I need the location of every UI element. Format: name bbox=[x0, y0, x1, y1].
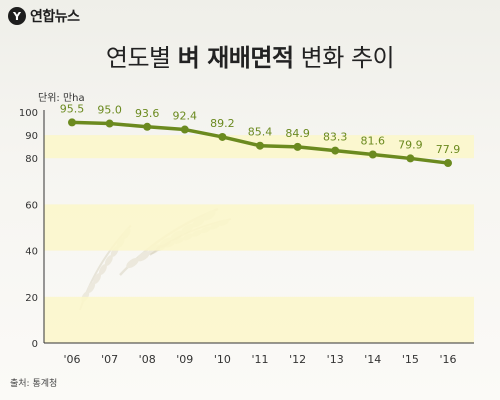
y-tick-label: 20 bbox=[25, 293, 38, 304]
x-tick-label: '16 bbox=[439, 353, 456, 366]
data-label: 81.6 bbox=[361, 135, 386, 148]
x-tick-label: '10 bbox=[214, 353, 231, 366]
unit-value: 만ha bbox=[62, 93, 85, 104]
data-points bbox=[68, 118, 452, 168]
source-note: 출처: 통계청 bbox=[10, 379, 58, 389]
tick-labels: 0 20 40 60 80 90 100 '06 '07 '08 '09 '10 '11 '12 '13 '1… bbox=[19, 108, 457, 366]
data-label: 89.2 bbox=[210, 117, 235, 130]
data-point bbox=[218, 132, 227, 141]
grain bbox=[87, 282, 96, 293]
data-label: 95.0 bbox=[97, 104, 122, 117]
data-label: 77.9 bbox=[436, 143, 461, 156]
data-point bbox=[143, 122, 152, 131]
data-label: 93.6 bbox=[135, 107, 160, 120]
grain bbox=[126, 257, 139, 269]
data-label: 83.3 bbox=[323, 131, 348, 144]
logo: Y 연합뉴스 bbox=[8, 6, 80, 26]
grain bbox=[137, 251, 150, 262]
title-post: 변화 추이 bbox=[293, 44, 395, 72]
grid-bands bbox=[44, 135, 474, 343]
data-point bbox=[256, 141, 264, 150]
axes bbox=[43, 110, 474, 344]
grid-band bbox=[44, 296, 474, 343]
grain bbox=[104, 255, 113, 266]
data-point bbox=[444, 159, 452, 168]
x-tick-label: '11 bbox=[251, 353, 268, 366]
y-tick-label: 100 bbox=[19, 108, 38, 119]
y-tick-label: 60 bbox=[25, 200, 38, 211]
grain bbox=[93, 273, 102, 284]
data-labels: 95.5 95.0 93.6 92.4 89.2 85.4 84.9 83.3 81.6 79.9… bbox=[60, 102, 461, 156]
data-label: 79.9 bbox=[398, 138, 423, 151]
x-tick-label: '09 bbox=[176, 353, 193, 366]
unit-prefix: 단위: bbox=[38, 93, 63, 104]
x-tick-label: '14 bbox=[364, 353, 381, 366]
x-tick-label: '07 bbox=[101, 353, 118, 366]
data-label: 92.4 bbox=[173, 110, 198, 123]
grid-band bbox=[44, 204, 474, 251]
data-point bbox=[180, 125, 189, 134]
x-tick-label: '12 bbox=[289, 353, 306, 366]
logo-text: 연합뉴스 bbox=[30, 9, 80, 25]
data-point bbox=[293, 142, 302, 151]
x-tick-label: '06 bbox=[63, 353, 80, 366]
data-point bbox=[105, 119, 114, 128]
title-pre: 연도별 bbox=[105, 44, 178, 72]
unit-label: 단위: 만ha bbox=[38, 89, 85, 104]
logo-mark: Y bbox=[8, 7, 26, 25]
x-tick-label: '08 bbox=[139, 353, 156, 366]
data-label: 85.4 bbox=[248, 126, 273, 139]
data-point bbox=[68, 118, 76, 127]
data-label: 95.5 bbox=[60, 102, 85, 115]
x-tick-label: '13 bbox=[327, 353, 344, 366]
data-point bbox=[406, 154, 415, 163]
title-bold: 벼 재배면적 bbox=[177, 44, 294, 72]
data-point bbox=[368, 150, 377, 159]
y-tick-label: 90 bbox=[25, 131, 38, 142]
x-tick-label: '15 bbox=[402, 353, 419, 366]
grain bbox=[98, 264, 107, 275]
data-point bbox=[331, 146, 340, 155]
y-tick-label: 0 bbox=[32, 339, 38, 350]
y-tick-label: 40 bbox=[25, 247, 38, 258]
chart-title: 연도별 벼 재배면적 변화 추이 bbox=[0, 38, 500, 73]
data-label: 84.9 bbox=[285, 127, 310, 140]
y-tick-label: 80 bbox=[25, 154, 38, 165]
